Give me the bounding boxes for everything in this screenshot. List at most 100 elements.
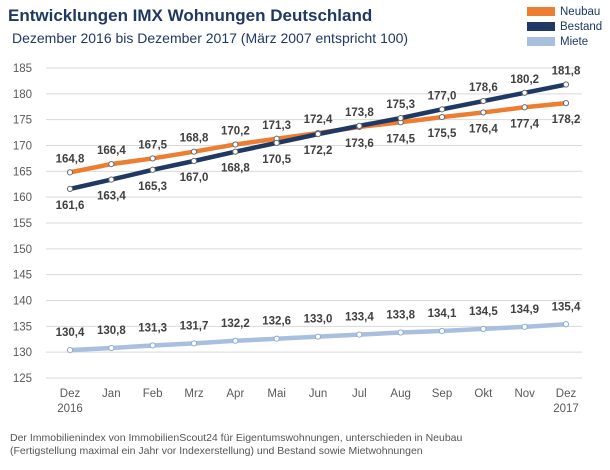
data-label-miete-10: 134,5 xyxy=(469,306,498,318)
footnote-line-1: Der Immobilienindex von ImmobilienScout2… xyxy=(10,432,463,444)
data-label-miete-7: 133,4 xyxy=(345,312,374,324)
line-chart: 125 130 135 140 145 150 155 160 165 170 175 180 185 D… xyxy=(13,63,582,415)
y-tick-label-165: 165 xyxy=(13,166,32,178)
data-label-bestand-10: 178,6 xyxy=(469,82,498,94)
data-label-miete-5: 132,6 xyxy=(262,316,291,328)
data-point-miete-4 xyxy=(232,337,239,344)
data-label-neubau-10: 176,4 xyxy=(469,123,498,135)
data-label-neubau-6: 172,4 xyxy=(304,114,333,126)
data-point-miete-12 xyxy=(562,321,570,328)
data-label-miete-9: 134,1 xyxy=(428,308,457,320)
data-point-miete-11 xyxy=(521,323,528,330)
data-label-miete-11: 134,9 xyxy=(510,304,539,316)
footnote-line-2: (Fertigstellung maximal ein Jahr vor Ind… xyxy=(10,445,423,457)
x-tick-label-10-0: Okt xyxy=(474,388,493,400)
x-tick-label-0-1: 2016 xyxy=(57,403,83,415)
data-label-miete-12: 135,4 xyxy=(552,301,581,313)
data-point-miete-2 xyxy=(149,342,156,349)
legend-item-miete: Miete xyxy=(527,34,602,49)
footnote: Der Immobilienindex von ImmobilienScout2… xyxy=(10,432,600,458)
x-tick-label-5-0: Mai xyxy=(267,388,286,400)
data-label-bestand-0: 161,6 xyxy=(56,200,85,212)
y-tick-label-180: 180 xyxy=(13,89,32,101)
data-label-bestand-1: 163,4 xyxy=(97,191,126,203)
data-label-bestand-8: 175,3 xyxy=(386,99,415,111)
data-label-bestand-12: 181,8 xyxy=(552,66,581,78)
legend-label-neubau: Neubau xyxy=(560,5,601,18)
data-label-miete-0: 130,4 xyxy=(56,327,85,339)
data-point-bestand-9 xyxy=(438,106,446,113)
data-point-bestand-1 xyxy=(108,176,115,183)
chart-title: Entwicklungen IMX Wohnungen Deutschland xyxy=(8,6,373,25)
data-point-bestand-10 xyxy=(480,97,487,105)
legend-swatch-miete xyxy=(527,37,555,46)
data-label-neubau-0: 164,8 xyxy=(56,153,85,165)
data-point-bestand-7 xyxy=(356,122,363,129)
data-label-bestand-4: 168,8 xyxy=(221,163,250,175)
data-point-bestand-11 xyxy=(521,89,528,96)
data-label-neubau-4: 170,2 xyxy=(221,125,250,137)
x-tick-label-12-1: 2017 xyxy=(553,403,579,415)
data-label-neubau-5: 171,3 xyxy=(262,120,291,132)
data-point-bestand-3 xyxy=(190,157,198,165)
data-label-miete-3: 131,7 xyxy=(180,320,209,332)
data-point-bestand-2 xyxy=(149,166,156,173)
y-tick-label-125: 125 xyxy=(13,373,32,385)
legend-swatch-bestand xyxy=(527,22,555,31)
data-label-bestand-6: 172,2 xyxy=(304,145,333,157)
chart-subtitle: Dezember 2016 bis Dezember 2017 (März 20… xyxy=(12,30,409,46)
data-label-neubau-1: 166,4 xyxy=(97,145,126,157)
data-label-miete-1: 130,8 xyxy=(97,325,126,337)
data-point-neubau-11 xyxy=(521,104,528,111)
y-tick-label-160: 160 xyxy=(13,192,32,204)
data-point-neubau-10 xyxy=(480,109,487,116)
data-label-neubau-2: 167,5 xyxy=(138,139,167,151)
data-label-neubau-9: 175,5 xyxy=(428,128,457,140)
legend-label-bestand: Bestand xyxy=(560,20,603,33)
x-tick-label-12-0: Dez xyxy=(556,388,577,400)
legend-item-bestand: Bestand xyxy=(527,19,602,34)
data-point-miete-6 xyxy=(314,333,322,340)
y-tick-label-140: 140 xyxy=(13,296,32,308)
legend-label-miete: Miete xyxy=(560,35,589,48)
data-label-bestand-2: 165,3 xyxy=(138,181,167,193)
data-point-neubau-3 xyxy=(190,148,198,155)
y-tick-label-135: 135 xyxy=(13,321,32,333)
data-label-bestand-7: 173,8 xyxy=(345,107,374,119)
data-label-neubau-11: 177,4 xyxy=(510,118,539,130)
data-label-miete-8: 133,8 xyxy=(386,310,415,322)
data-label-neubau-7: 173,6 xyxy=(345,138,374,150)
data-point-miete-7 xyxy=(356,331,363,338)
y-tick-label-155: 155 xyxy=(13,218,32,230)
y-tick-label-175: 175 xyxy=(13,115,32,127)
data-point-miete-5 xyxy=(273,335,280,342)
x-tick-label-6-0: Jun xyxy=(309,388,328,400)
data-point-bestand-12 xyxy=(562,81,570,88)
data-point-bestand-6 xyxy=(314,131,322,138)
data-point-bestand-8 xyxy=(397,115,404,122)
legend-swatch-neubau xyxy=(527,7,555,16)
data-point-miete-8 xyxy=(397,329,404,336)
x-tick-label-11-0: Nov xyxy=(514,388,535,400)
data-point-miete-9 xyxy=(438,327,446,335)
data-label-miete-4: 132,2 xyxy=(221,318,250,330)
x-tick-label-3-0: Mrz xyxy=(184,388,203,400)
legend-item-neubau: Neubau xyxy=(527,4,602,19)
data-point-miete-3 xyxy=(190,340,198,347)
data-label-neubau-3: 168,8 xyxy=(180,133,209,145)
x-tick-label-7-0: Jul xyxy=(352,388,367,400)
data-label-bestand-5: 170,5 xyxy=(262,154,291,166)
y-tick-label-130: 130 xyxy=(13,347,32,359)
data-label-miete-6: 133,0 xyxy=(304,314,333,326)
data-point-bestand-0 xyxy=(66,185,74,192)
data-point-miete-0 xyxy=(66,347,74,354)
x-tick-label-1-0: Jan xyxy=(102,388,121,400)
x-tick-label-2-0: Feb xyxy=(143,388,163,400)
data-point-neubau-4 xyxy=(232,141,239,148)
data-label-neubau-8: 174,5 xyxy=(386,133,415,145)
data-label-bestand-3: 167,0 xyxy=(180,172,209,184)
data-point-neubau-0 xyxy=(66,169,74,176)
x-tick-label-4-0: Apr xyxy=(226,388,244,400)
data-point-bestand-4 xyxy=(232,148,239,155)
y-tick-label-170: 170 xyxy=(13,141,32,153)
